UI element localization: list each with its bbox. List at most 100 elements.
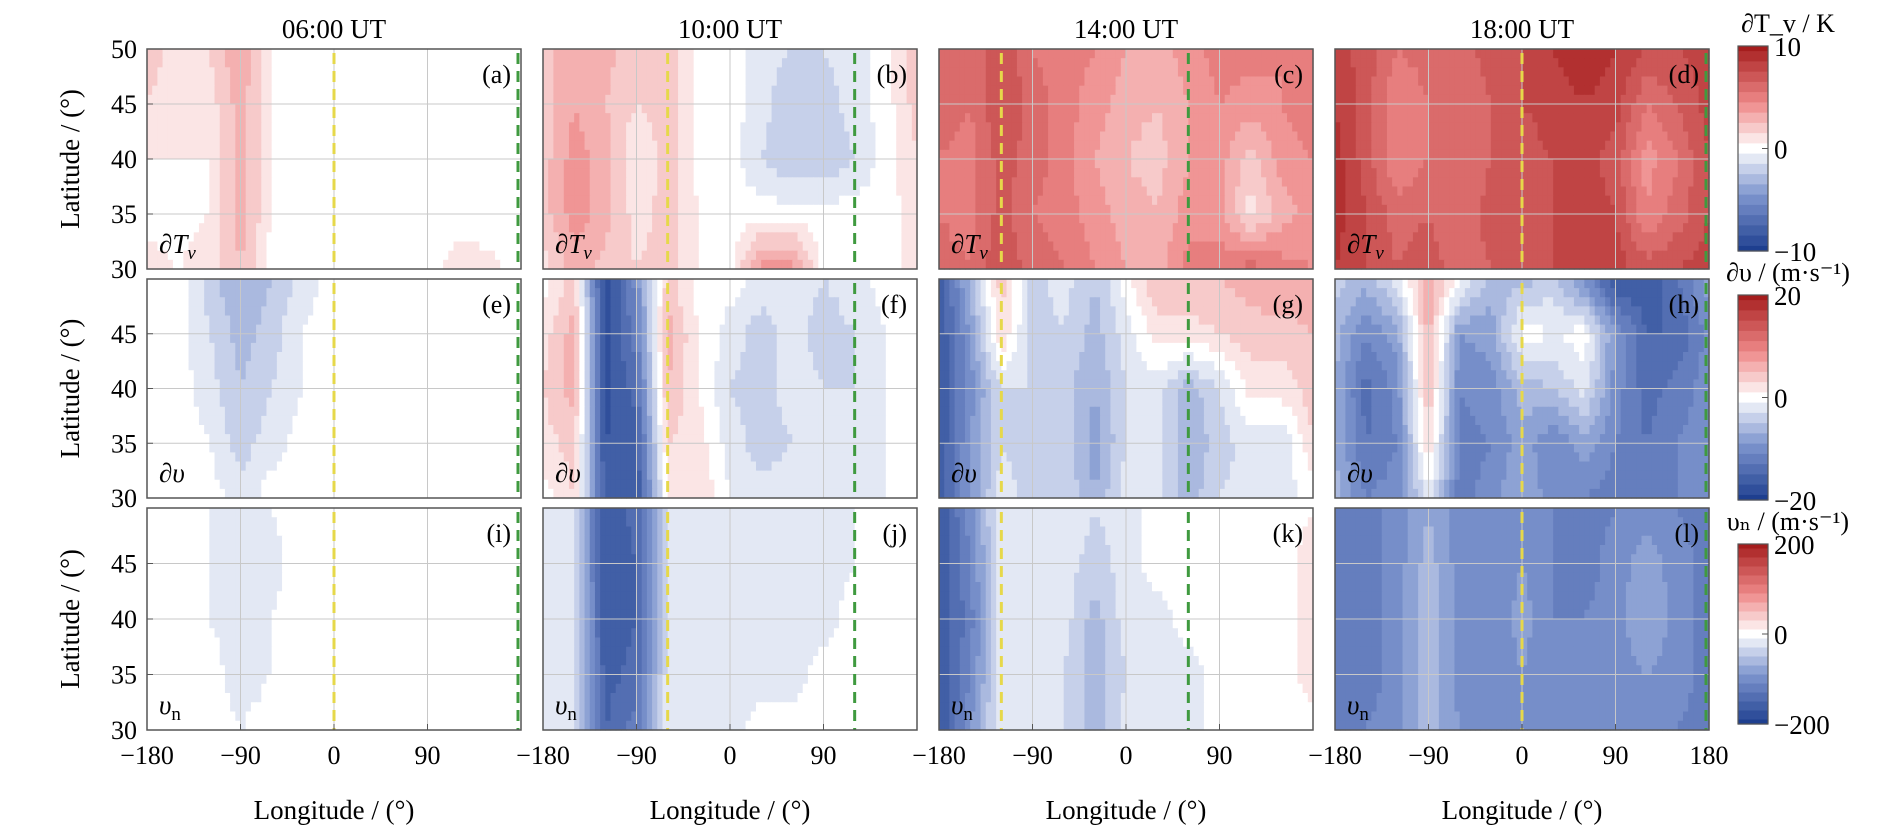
heat-cell (1266, 95, 1272, 105)
heat-cell (1204, 150, 1210, 160)
heat-cell (1110, 205, 1116, 215)
heat-cell (308, 104, 314, 114)
heat-cell (1261, 223, 1267, 233)
heat-cell (683, 260, 689, 270)
heat-cell (944, 214, 950, 224)
heat-cell (490, 122, 496, 132)
heat-cell (986, 141, 992, 151)
heat-cell (246, 223, 252, 233)
heat-cell (163, 177, 169, 187)
heat-cell (740, 177, 746, 187)
heat-cell (204, 141, 210, 151)
heat-cell (1079, 77, 1085, 87)
heat-cell (1064, 86, 1070, 96)
heat-cell (1043, 95, 1049, 105)
heat-cell (1126, 159, 1132, 169)
heat-cell (553, 77, 559, 87)
heat-cell (970, 67, 976, 77)
heat-cell (766, 67, 772, 77)
heat-cell (1168, 58, 1174, 68)
heat-cell (292, 223, 298, 233)
heat-cell (579, 113, 585, 123)
heat-cell (1162, 205, 1168, 215)
heat-cell (1048, 132, 1054, 142)
heat-cell (559, 77, 565, 87)
heat-cell (735, 132, 741, 142)
heat-cell (194, 86, 200, 96)
heat-cell (637, 168, 643, 178)
heat-cell (949, 95, 955, 105)
heat-cell (1287, 95, 1293, 105)
heat-cell (829, 177, 835, 187)
heat-cell (688, 95, 694, 105)
heat-cell (272, 132, 278, 142)
heat-cell (266, 122, 272, 132)
heat-cell (1297, 159, 1303, 169)
heat-cell (652, 168, 658, 178)
heat-cell (766, 77, 772, 87)
heat-cell (277, 122, 283, 132)
heat-cell (355, 223, 361, 233)
heat-cell (803, 242, 809, 252)
heat-cell (246, 242, 252, 252)
heat-cell (844, 122, 850, 132)
heat-cell (189, 205, 195, 215)
heat-cell (605, 205, 611, 215)
heat-cell (1084, 104, 1090, 114)
heat-cell (756, 205, 762, 215)
heat-cell (730, 232, 736, 242)
heat-cell (1209, 205, 1215, 215)
heat-cell (1058, 122, 1064, 132)
heat-cell (453, 49, 459, 59)
heat-cell (1053, 141, 1059, 151)
heat-cell (1142, 150, 1148, 160)
heat-cell (1105, 159, 1111, 169)
heat-cell (616, 177, 622, 187)
heat-cell (626, 232, 632, 242)
heat-cell (266, 159, 272, 169)
heat-cell (412, 77, 418, 87)
heat-cell (782, 86, 788, 96)
heat-cell (1230, 205, 1236, 215)
heat-cell (209, 95, 215, 105)
heat-cell (464, 95, 470, 105)
heat-cell (1033, 214, 1039, 224)
heat-cell (396, 58, 402, 68)
heat-cell (600, 205, 606, 215)
heat-cell (1090, 196, 1096, 206)
heat-cell (1069, 95, 1075, 105)
heat-cell (756, 214, 762, 224)
heat-cell (1287, 113, 1293, 123)
heat-cell (152, 214, 158, 224)
heat-cell (376, 177, 382, 187)
heat-cell (453, 150, 459, 160)
heat-cell (230, 58, 236, 68)
heat-cell (1105, 223, 1111, 233)
heat-cell (808, 86, 814, 96)
heat-cell (396, 168, 402, 178)
heat-cell (511, 177, 517, 187)
heat-cell (1209, 187, 1215, 197)
heat-cell (1105, 168, 1111, 178)
heat-cell (761, 177, 767, 187)
heat-cell (479, 232, 485, 242)
heat-cell (1043, 205, 1049, 215)
heat-cell (1116, 58, 1122, 68)
heat-cell (365, 132, 371, 142)
heat-cell (569, 113, 575, 123)
heat-cell (699, 251, 705, 261)
heat-cell (720, 141, 726, 151)
heat-cell (448, 260, 454, 270)
heat-cell (834, 141, 840, 151)
heat-cell (365, 122, 371, 132)
heat-cell (272, 150, 278, 160)
heat-cell (600, 214, 606, 224)
heat-cell (787, 150, 793, 160)
heat-cell (1058, 159, 1064, 169)
heat-cell (621, 86, 627, 96)
heat-cell (777, 260, 783, 270)
heat-cell (474, 150, 480, 160)
heat-cell (844, 260, 850, 270)
heat-cell (834, 104, 840, 114)
heat-cell (746, 77, 752, 87)
